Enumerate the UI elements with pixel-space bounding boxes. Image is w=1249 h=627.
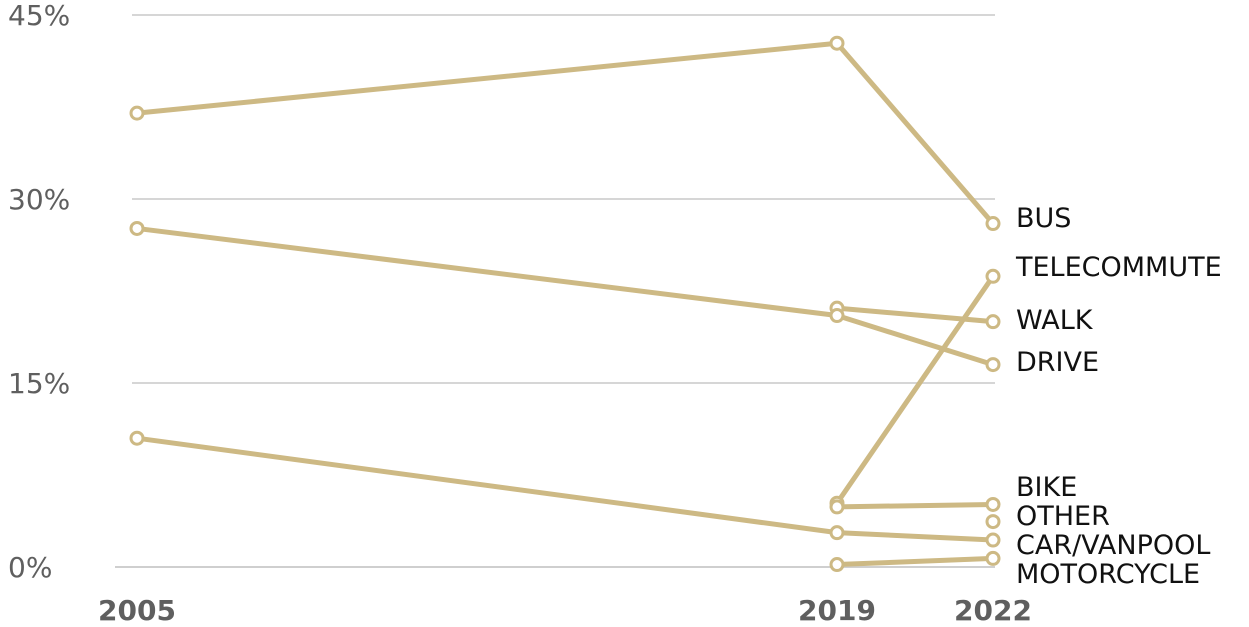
x-tick-label: 2005 (98, 594, 176, 627)
data-point-car-vanpool (985, 532, 1001, 548)
series-label-bike: BIKE (1016, 472, 1077, 503)
series-line-drive (134, 225, 996, 368)
series-label-walk: WALK (1016, 305, 1094, 336)
series-line-car-vanpool (134, 435, 996, 543)
series-label-car-vanpool: CAR/VANPOOL (1016, 530, 1210, 561)
series-labels: BUS TELECOMMUTE WALK DRIVE BIKEOTHERCAR/VANP… (1015, 203, 1222, 590)
x-tick-label: 2019 (798, 594, 876, 627)
data-point-car-vanpool (129, 430, 145, 446)
series-line-bus (134, 40, 996, 227)
series-line-walk (834, 305, 996, 325)
data-point-telecommute (985, 268, 1001, 284)
series-lines (134, 40, 996, 568)
data-point-bike (985, 496, 1001, 512)
data-point-motorcycle (985, 550, 1001, 566)
y-tick-label: 15% (8, 367, 70, 400)
data-point-other (985, 514, 1001, 530)
series-line-telecommute (834, 273, 996, 506)
series-label-drive: DRIVE (1016, 347, 1099, 378)
series-label-telecommute: TELECOMMUTE (1015, 252, 1222, 283)
data-point-walk (985, 314, 1001, 330)
y-axis-tick-labels: 0% 15% 30% 45% (8, 0, 70, 584)
data-point-drive (829, 308, 845, 324)
series-line-bike (834, 501, 996, 510)
y-tick-label: 0% (8, 551, 52, 584)
y-tick-label: 30% (8, 183, 70, 216)
data-point-car-vanpool (829, 525, 845, 541)
series-label-bus: BUS (1016, 203, 1071, 234)
data-point-bike (829, 499, 845, 515)
x-axis-tick-labels: 2005 2019 2022 (98, 594, 1032, 627)
data-point-motorcycle (829, 557, 845, 573)
y-tick-label: 45% (8, 0, 70, 32)
series-label-motorcycle: MOTORCYCLE (1016, 559, 1200, 590)
data-point-bus (985, 216, 1001, 232)
series-label-other: OTHER (1016, 501, 1110, 532)
series-line-motorcycle (834, 555, 996, 568)
data-point-drive (985, 357, 1001, 373)
series-points (129, 35, 1001, 573)
gridlines (115, 14, 995, 568)
x-tick-label: 2022 (954, 594, 1032, 627)
data-point-bus (829, 35, 845, 51)
data-point-bus (129, 105, 145, 121)
data-point-drive (129, 220, 145, 236)
